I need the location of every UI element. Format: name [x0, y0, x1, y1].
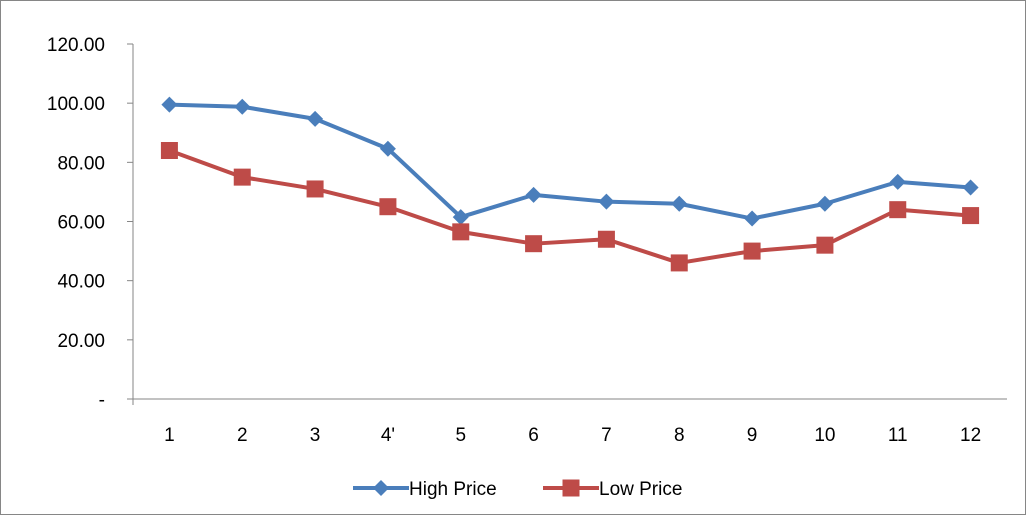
- high-price-series: [161, 96, 979, 227]
- y-tick-label: 120.00: [47, 35, 105, 56]
- high-price-point: [307, 110, 324, 127]
- y-tick-label: 80.00: [57, 153, 105, 174]
- legend-diamond-marker: [373, 480, 389, 496]
- low-price-point: [379, 198, 397, 216]
- low-price-point: [889, 201, 907, 219]
- x-tick-label: 9: [747, 425, 758, 446]
- x-tick-label: 1: [164, 425, 175, 446]
- high-price-point: [161, 96, 178, 113]
- high-price-point: [671, 195, 688, 212]
- high-price-point: [816, 195, 833, 212]
- low-price-point: [670, 254, 688, 272]
- high-price-point: [889, 173, 906, 190]
- low-price-line: [168, 148, 971, 265]
- low-price-series: [160, 142, 980, 272]
- low-price-point: [233, 168, 251, 186]
- x-tick-label: 5: [455, 425, 466, 446]
- y-tick-label: -: [99, 390, 105, 411]
- low-price-point: [525, 235, 543, 253]
- x-tick-label: 4': [381, 425, 395, 446]
- legend-label: High Price: [409, 479, 497, 500]
- low-price-point: [160, 142, 178, 159]
- low-price-point: [452, 223, 470, 241]
- x-tick-label: 7: [601, 425, 612, 446]
- low-price-point: [962, 207, 980, 225]
- high-price-point: [234, 98, 251, 115]
- series-layer: [160, 96, 980, 272]
- x-tick-label: 12: [960, 425, 981, 446]
- y-tick-label: 60.00: [57, 213, 105, 234]
- high-price-point: [379, 140, 396, 157]
- x-tick-label: 10: [814, 425, 835, 446]
- high-price-line: [169, 102, 971, 221]
- low-price-point: [306, 180, 324, 198]
- y-tick-label: 20.00: [57, 331, 105, 352]
- legend-square-marker: [562, 479, 580, 497]
- low-price-point: [597, 230, 615, 248]
- y-tick-label: 40.00: [57, 272, 105, 293]
- legend-item-low-price: Low Price: [543, 479, 682, 500]
- low-price-point: [816, 236, 834, 254]
- y-tick-label: 100.00: [47, 94, 105, 115]
- legend-item-high-price: High Price: [353, 479, 497, 500]
- x-tick-label: 11: [888, 425, 908, 446]
- high-price-point: [598, 193, 615, 210]
- x-tick-label: 3: [310, 425, 321, 446]
- x-tick-label: 6: [528, 425, 539, 446]
- x-axis-tick-labels: 1 2 3 4' 5 6 7 8 9 10 11 12: [164, 425, 981, 446]
- x-tick-label: 8: [674, 425, 685, 446]
- high-price-point: [452, 209, 469, 226]
- y-axis-tick-labels: - 20.00 40.00 60.00 80.00 100.00 120.00: [47, 35, 105, 411]
- low-price-point: [743, 242, 761, 260]
- high-price-point: [962, 179, 979, 196]
- high-price-point: [744, 210, 761, 227]
- high-price-point: [525, 186, 542, 203]
- legend-label: Low Price: [599, 479, 682, 500]
- legend: High Price Low Price: [353, 479, 682, 500]
- axes: [127, 43, 1007, 405]
- x-tick-label: 2: [237, 425, 248, 446]
